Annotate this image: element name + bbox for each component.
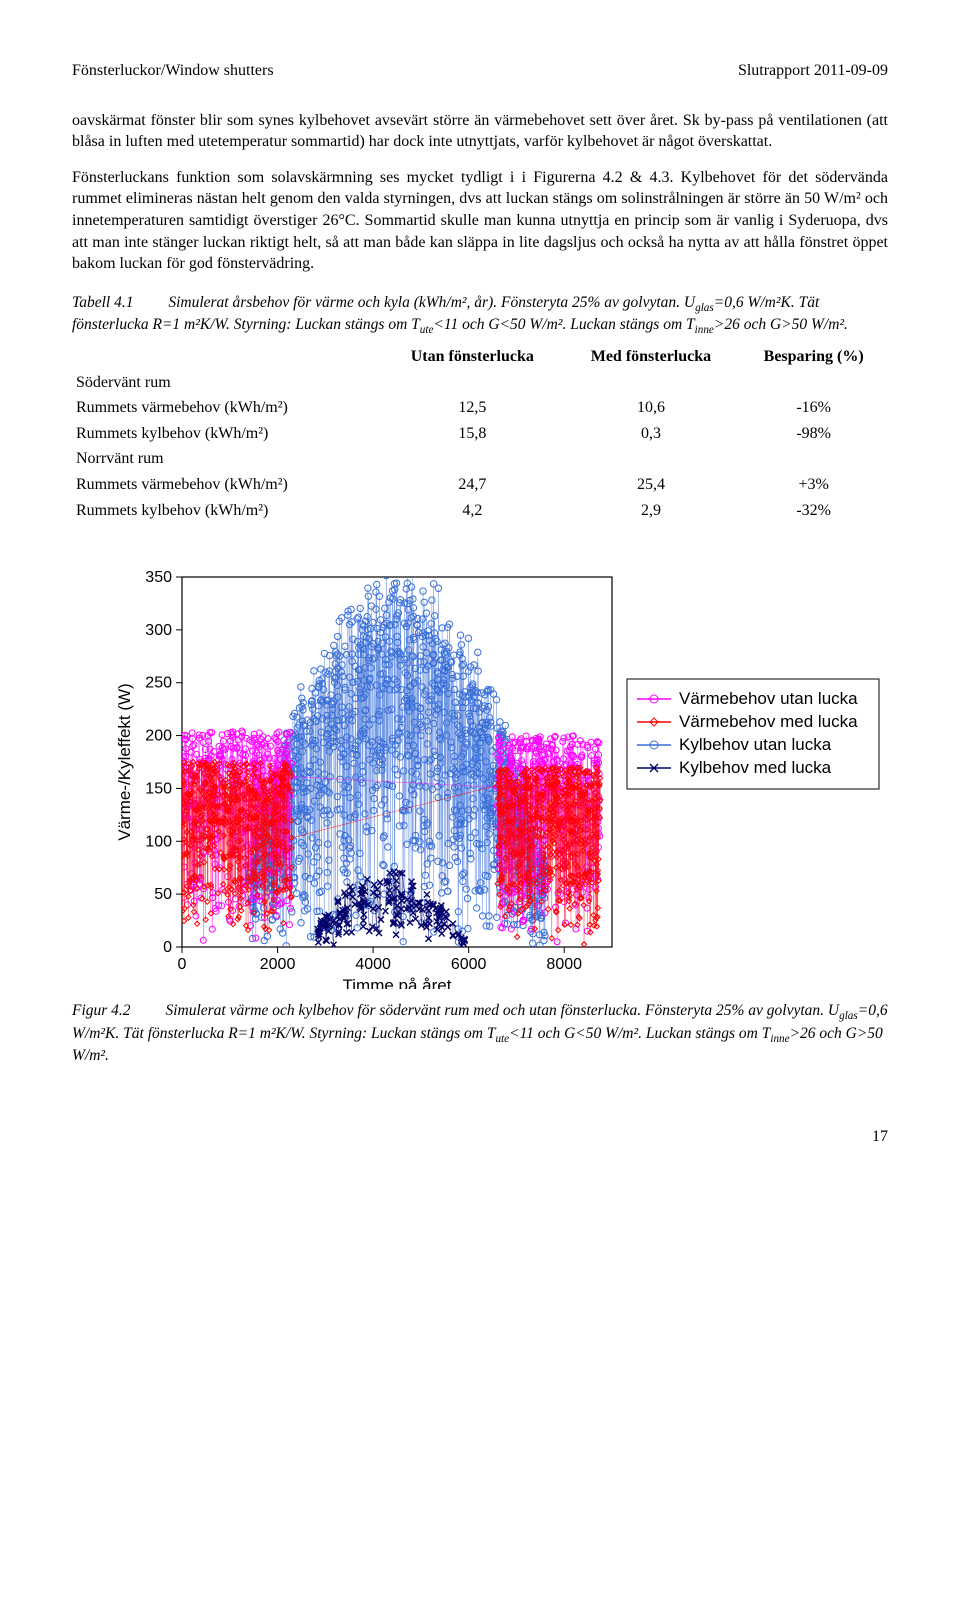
heating-cooling-chart: 0 50 100 150 200 250 300 350 0 2000 4000 6000 8000 Vä… (112, 559, 892, 989)
svg-text:0: 0 (163, 939, 172, 956)
svg-text:250: 250 (145, 675, 172, 692)
col-header: Besparing (%) (739, 344, 888, 370)
table-header-row: Utan fönsterlucka Med fönsterlucka Bespa… (72, 344, 888, 370)
figure-caption-lead: Figur 4.2 (72, 1002, 131, 1019)
table-caption-lead: Tabell 4.1 (72, 294, 133, 311)
svg-text:Kylbehov utan lucka: Kylbehov utan lucka (679, 735, 832, 754)
svg-text:200: 200 (145, 728, 172, 745)
section-label: Södervänt rum (72, 370, 888, 396)
svg-text:300: 300 (145, 622, 172, 639)
svg-text:Timme på året: Timme på året (343, 976, 452, 989)
table-caption: Tabell 4.1 Simulerat årsbehov för värme … (72, 293, 888, 338)
chart-container: 0 50 100 150 200 250 300 350 0 2000 4000 6000 8000 Vä… (112, 559, 892, 989)
svg-text:Kylbehov med lucka: Kylbehov med lucka (679, 758, 832, 777)
figure-caption: Figur 4.2 Simulerat värme och kylbehov f… (72, 1001, 888, 1066)
col-header: Utan fönsterlucka (382, 344, 562, 370)
svg-text:2000: 2000 (260, 956, 296, 973)
section-label: Norrvänt rum (72, 446, 888, 472)
svg-text:Värmebehov med lucka: Värmebehov med lucka (679, 712, 858, 731)
svg-text:100: 100 (145, 833, 172, 850)
svg-text:6000: 6000 (451, 956, 487, 973)
svg-text:Värmebehov utan lucka: Värmebehov utan lucka (679, 689, 858, 708)
results-table: Utan fönsterlucka Med fönsterlucka Bespa… (72, 344, 888, 523)
header-right: Slutrapport 2011-09-09 (738, 60, 888, 82)
table-row: Rummets kylbehov (kWh/m²) 4,2 2,9 -32% (72, 498, 888, 524)
header-left: Fönsterluckor/Window shutters (72, 60, 274, 82)
paragraph-2: Fönsterluckans funktion som solavskärmni… (72, 167, 888, 275)
svg-text:8000: 8000 (546, 956, 582, 973)
svg-text:Värme-/Kyleffekt (W): Värme-/Kyleffekt (W) (115, 683, 134, 840)
svg-text:4000: 4000 (355, 956, 391, 973)
table-row: Rummets kylbehov (kWh/m²) 15,8 0,3 -98% (72, 421, 888, 447)
page-header: Fönsterluckor/Window shutters Slutrappor… (72, 60, 888, 82)
svg-text:0: 0 (178, 956, 187, 973)
svg-text:150: 150 (145, 781, 172, 798)
table-row: Rummets värmebehov (kWh/m²) 24,7 25,4 +3… (72, 472, 888, 498)
col-header: Med fönsterlucka (563, 344, 740, 370)
page-number: 17 (72, 1126, 888, 1148)
table-row: Rummets värmebehov (kWh/m²) 12,5 10,6 -1… (72, 395, 888, 421)
svg-text:350: 350 (145, 569, 172, 586)
svg-text:50: 50 (154, 886, 172, 903)
table-caption-text: Simulerat årsbehov för värme och kyla (k… (168, 294, 695, 311)
paragraph-1: oavskärmat fönster blir som synes kylbeh… (72, 110, 888, 153)
